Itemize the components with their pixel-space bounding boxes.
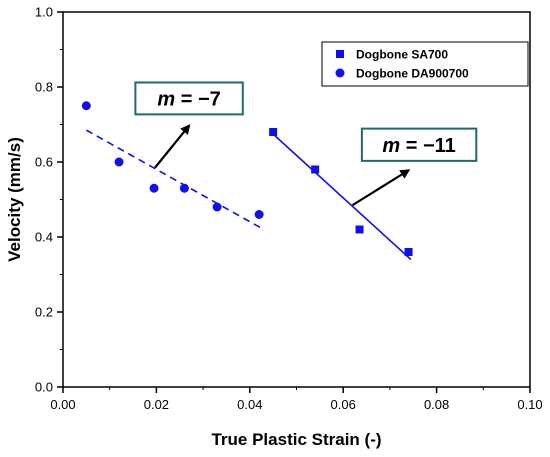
data-point-circle	[81, 101, 91, 111]
y-axis-title: Velocity (mm/s)	[5, 137, 24, 262]
legend: Dogbone SA700 Dogbone DA900700	[321, 41, 529, 87]
slope-arrow	[154, 124, 191, 169]
data-point-square	[269, 128, 278, 136]
data-point-circle	[254, 210, 264, 219]
legend-label: Dogbone SA700	[356, 48, 448, 62]
y-tick-label: 1.0	[35, 5, 53, 20]
series-layer	[81, 101, 413, 261]
x-axis-title: True Plastic Strain (-)	[211, 430, 381, 449]
y-tick-label: 0.2	[35, 305, 53, 320]
slope-symbol: m	[382, 135, 400, 157]
x-tick-label: 0.04	[237, 397, 262, 412]
slope-annotation-label: m = −7	[157, 88, 220, 110]
data-point-square	[404, 248, 413, 256]
x-tick-label: 0.10	[517, 397, 542, 412]
data-point-square	[311, 165, 320, 174]
data-point-square	[355, 225, 364, 234]
data-point-circle	[149, 183, 159, 193]
legend-marker-square	[336, 50, 344, 58]
slope-annotation-box	[134, 81, 244, 116]
slope-annotation-label: m = −11	[382, 135, 455, 157]
fit-line	[85, 129, 265, 231]
slope-annotation-box	[360, 127, 478, 162]
annotation-layer: m = −7m = −11	[134, 81, 478, 207]
x-tick-label: 0.00	[50, 397, 75, 412]
data-point-circle	[114, 157, 124, 167]
legend-label: Dogbone DA900700	[356, 67, 469, 81]
axes: 0.00 0.02 0.04 0.06 0.08 0.10 0.0 0.2 0.4 0.6 0.8 1…	[35, 5, 543, 413]
slope-arrow	[351, 169, 411, 207]
data-point-circle	[212, 202, 222, 212]
slope-symbol: m	[157, 88, 175, 110]
fit-line	[270, 131, 412, 261]
y-tick-label: 0.0	[35, 380, 53, 395]
x-tick-label: 0.02	[144, 397, 169, 412]
legend-marker-circle	[335, 68, 345, 78]
x-tick-label: 0.08	[424, 397, 449, 412]
slope-value: = −11	[400, 135, 456, 157]
legend-box	[321, 41, 529, 87]
y-tick-label: 0.6	[35, 155, 53, 170]
y-tick-label: 0.4	[35, 230, 53, 245]
data-point-circle	[179, 183, 189, 193]
y-tick-label: 0.8	[35, 80, 53, 95]
slope-value: = −7	[175, 88, 221, 110]
x-tick-label: 0.06	[331, 397, 356, 412]
